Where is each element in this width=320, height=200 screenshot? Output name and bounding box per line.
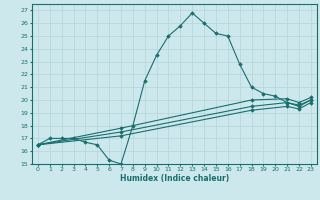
X-axis label: Humidex (Indice chaleur): Humidex (Indice chaleur) <box>120 174 229 183</box>
